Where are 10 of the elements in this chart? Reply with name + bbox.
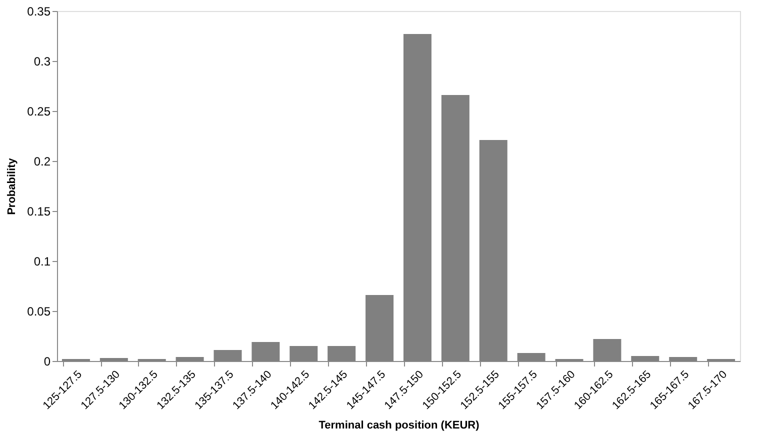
y-tick-label: 0.25	[27, 104, 51, 118]
x-axis-title: Terminal cash position (KEUR)	[318, 419, 480, 432]
y-tick-label: 0.05	[27, 304, 51, 318]
y-axis-title: Probability	[6, 157, 18, 215]
y-tick-label: 0.15	[27, 204, 51, 218]
y-tick-label: 0.1	[34, 254, 51, 268]
y-tick-label: 0	[44, 354, 51, 368]
y-tick-label: 0.2	[34, 154, 51, 168]
y-tick-label: 0.35	[27, 4, 51, 18]
y-tick-label: 0.3	[34, 54, 51, 68]
